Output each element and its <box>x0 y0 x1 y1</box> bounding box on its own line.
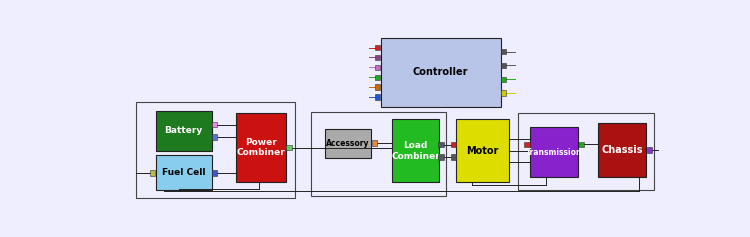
Bar <box>501 63 506 68</box>
Bar <box>392 119 439 182</box>
Bar <box>212 170 217 176</box>
Bar <box>375 65 380 70</box>
Bar <box>212 134 217 140</box>
Bar <box>524 142 530 147</box>
Bar <box>371 141 377 146</box>
Text: Accessory: Accessory <box>326 139 370 148</box>
Bar <box>438 154 444 160</box>
Text: Controller: Controller <box>413 67 468 77</box>
Bar <box>451 142 456 147</box>
Bar <box>380 38 501 107</box>
Bar <box>501 77 506 82</box>
Bar <box>325 128 371 158</box>
Bar <box>451 154 456 160</box>
Bar <box>212 122 217 127</box>
Bar <box>646 147 652 153</box>
Bar <box>578 142 584 147</box>
Bar <box>518 113 654 190</box>
Bar <box>156 111 212 151</box>
Text: Chassis: Chassis <box>602 145 643 155</box>
Text: Motor: Motor <box>466 146 499 156</box>
Bar <box>236 113 286 182</box>
Bar <box>150 170 155 176</box>
Bar <box>530 127 578 177</box>
Bar <box>598 123 646 177</box>
Text: Battery: Battery <box>164 126 202 135</box>
Bar <box>375 45 380 50</box>
Bar <box>501 91 506 96</box>
Bar <box>156 155 212 190</box>
Bar <box>375 55 380 60</box>
Bar <box>375 94 380 100</box>
Text: Fuel Cell: Fuel Cell <box>162 168 206 177</box>
Text: Power
Combiner: Power Combiner <box>236 138 285 158</box>
Bar <box>457 119 509 182</box>
Bar <box>375 84 380 90</box>
Text: Transmission: Transmission <box>526 147 582 156</box>
Bar <box>286 145 292 150</box>
Text: Load
Combiner: Load Combiner <box>391 141 439 161</box>
Bar <box>310 112 446 196</box>
Bar <box>438 142 444 147</box>
Bar <box>375 75 380 80</box>
Bar <box>136 102 296 198</box>
Bar <box>501 49 506 54</box>
